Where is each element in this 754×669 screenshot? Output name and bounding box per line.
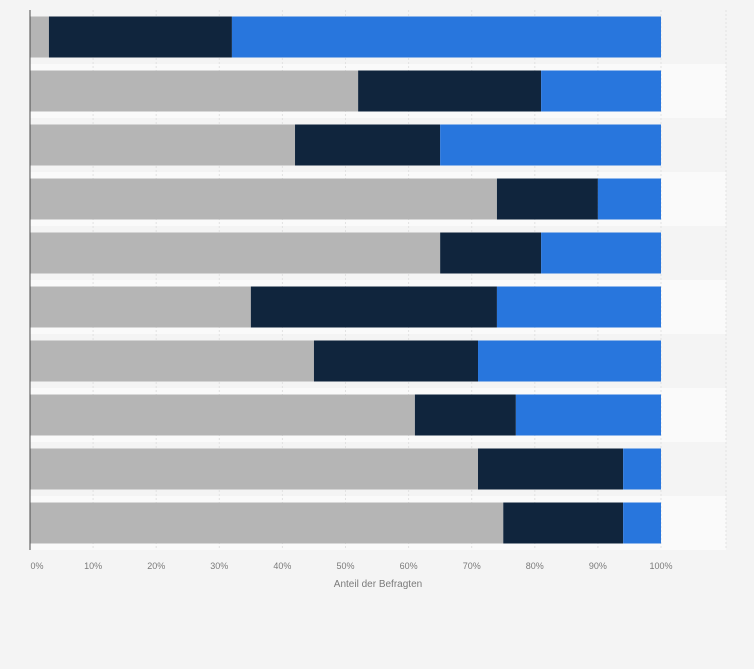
- bar-segment-3: [623, 448, 661, 490]
- bar-segment-2: [440, 232, 542, 274]
- bar-segment-1: [30, 502, 504, 544]
- bar-segment-1: [30, 70, 359, 112]
- x-tick-label: 40%: [273, 561, 291, 571]
- bar-segment-3: [496, 286, 661, 328]
- bar-segment-1: [30, 178, 497, 220]
- x-axis-title: Anteil der Befragten: [334, 579, 422, 590]
- bar-segment-2: [414, 394, 516, 436]
- x-tick-label: 90%: [589, 561, 607, 571]
- x-tick-label: 30%: [210, 561, 228, 571]
- x-axis-ticks: 0% 10% 20% 30% 40% 50% 60% 70% 80% 90% 100%: [30, 561, 672, 571]
- x-tick-label: 10%: [84, 561, 102, 571]
- bar-segment-1: [30, 286, 251, 328]
- x-tick-label: 80%: [526, 561, 544, 571]
- bar-segment-1: [30, 394, 415, 436]
- x-tick-label: 20%: [147, 561, 165, 571]
- bar-segment-3: [440, 124, 661, 166]
- bars: [30, 16, 662, 544]
- bar-segment-3: [597, 178, 661, 220]
- bar-segment-2: [250, 286, 497, 328]
- bar-segment-2: [358, 70, 542, 112]
- bar-segment-3: [231, 16, 662, 58]
- bar-segment-1: [30, 232, 441, 274]
- bar-segment-1: [30, 16, 49, 58]
- bar-segment-2: [478, 448, 624, 490]
- x-tick-label: 70%: [463, 561, 481, 571]
- bar-segment-1: [30, 340, 314, 382]
- bar-segment-2: [496, 178, 598, 220]
- bar-segment-3: [478, 340, 661, 382]
- bar-segment-3: [515, 394, 661, 436]
- bar-segment-1: [30, 124, 296, 166]
- x-tick-label: 50%: [336, 561, 354, 571]
- bar-segment-2: [295, 124, 441, 166]
- bar-segment-2: [48, 16, 232, 58]
- bar-segment-2: [503, 502, 624, 544]
- bar-segment-1: [30, 448, 479, 490]
- x-tick-label: 60%: [400, 561, 418, 571]
- x-tick-label: 100%: [649, 561, 672, 571]
- bar-segment-3: [541, 232, 661, 274]
- bar-segment-3: [541, 70, 661, 112]
- bar-segment-3: [623, 502, 661, 544]
- bar-segment-2: [313, 340, 479, 382]
- x-tick-label: 0%: [30, 561, 43, 571]
